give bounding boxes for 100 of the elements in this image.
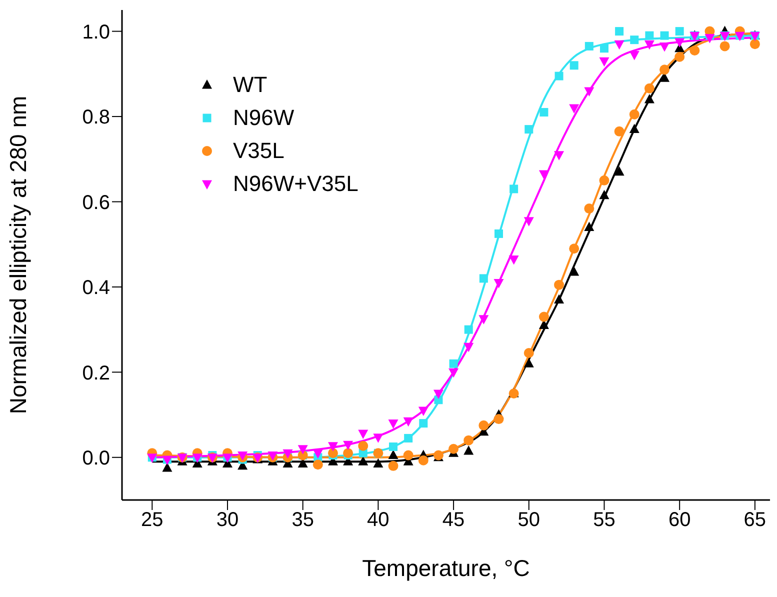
point [479, 274, 488, 283]
point [343, 448, 354, 458]
point [674, 38, 685, 48]
point [449, 359, 458, 368]
point [554, 151, 564, 160]
x-tick-label: 30 [216, 509, 239, 532]
point [660, 64, 670, 75]
point [464, 342, 474, 352]
point [388, 450, 398, 460]
point [599, 57, 610, 67]
y-tick-label: 0.2 [82, 362, 110, 384]
x-tick-label: 65 [744, 509, 766, 532]
y-tick-label: 0.4 [82, 277, 110, 300]
point [404, 434, 413, 442]
point [614, 40, 624, 50]
point [494, 229, 503, 238]
point [630, 36, 639, 44]
point [508, 256, 519, 265]
point [599, 175, 610, 186]
point [358, 440, 368, 451]
point [660, 42, 670, 52]
point [584, 222, 594, 232]
point [554, 72, 564, 80]
point [690, 45, 700, 56]
point [403, 450, 414, 460]
point [328, 442, 338, 452]
point [478, 420, 489, 430]
x-tick-label: 40 [367, 509, 390, 532]
y-tick-label: 0.8 [82, 106, 110, 129]
point [388, 420, 398, 429]
x-tick-label: 50 [518, 509, 540, 532]
point [674, 52, 685, 62]
point [524, 217, 534, 226]
point [373, 458, 384, 468]
point [614, 126, 624, 136]
x-axis-title: Temperature, °C [362, 555, 530, 581]
x-tick-label: 60 [668, 509, 691, 532]
point [584, 204, 594, 214]
x-tick-label: 35 [292, 509, 314, 532]
point [600, 44, 608, 53]
point [629, 109, 640, 120]
point [615, 27, 624, 36]
point [510, 184, 518, 194]
point [538, 312, 549, 322]
point [358, 456, 368, 466]
point [524, 348, 534, 358]
point [358, 430, 368, 440]
point [569, 266, 580, 276]
point [750, 39, 760, 50]
point [464, 435, 474, 446]
point [448, 368, 459, 378]
point [373, 434, 384, 443]
point [629, 124, 640, 134]
point [538, 170, 549, 180]
point [343, 440, 354, 450]
point [494, 278, 504, 288]
point [464, 446, 474, 455]
point [569, 244, 580, 254]
y-axis-title: Normalized ellipticity at 280 nm [5, 96, 32, 414]
point [419, 419, 428, 428]
point [720, 41, 730, 52]
x-tick-label: 55 [593, 509, 616, 532]
point [162, 462, 172, 472]
point [570, 61, 578, 70]
point [389, 442, 398, 451]
y-tick-label: 1.0 [82, 21, 110, 44]
point [448, 444, 459, 454]
point [403, 417, 414, 427]
point [540, 108, 548, 117]
y-tick-label: 0.0 [82, 447, 110, 470]
point [704, 34, 715, 44]
point [312, 460, 323, 470]
point [645, 31, 654, 40]
legend-label: WT [233, 71, 268, 99]
point [312, 449, 323, 459]
x-tick-label: 45 [442, 509, 465, 532]
legend-label: N96W [233, 104, 294, 132]
point [554, 280, 564, 290]
point [584, 87, 594, 96]
point [418, 406, 428, 416]
point [494, 414, 504, 424]
legend-label: N96W+V35L [233, 170, 358, 198]
point [418, 455, 428, 466]
point [434, 396, 443, 404]
point [644, 94, 654, 104]
point [584, 42, 594, 50]
point [328, 448, 338, 458]
point [644, 40, 654, 50]
point [660, 31, 669, 40]
point [614, 166, 624, 176]
point [524, 125, 534, 134]
point [282, 449, 293, 459]
y-tick-label: 0.6 [82, 192, 110, 214]
legend-label: V35L [233, 137, 284, 165]
point [298, 445, 308, 454]
point [569, 104, 580, 114]
point [554, 294, 564, 304]
point [388, 460, 398, 471]
point [524, 358, 534, 368]
point [478, 315, 489, 324]
